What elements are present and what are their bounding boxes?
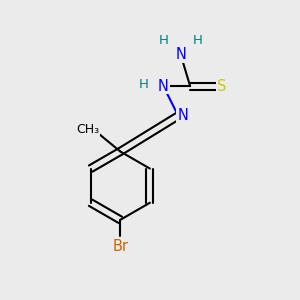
Text: Br: Br <box>112 239 128 254</box>
Text: H: H <box>158 34 168 46</box>
Text: N: N <box>158 79 169 94</box>
Text: H: H <box>139 78 149 91</box>
Text: N: N <box>176 47 187 62</box>
Text: H: H <box>193 34 202 46</box>
Text: S: S <box>217 79 226 94</box>
Text: CH₃: CH₃ <box>76 123 99 136</box>
Text: N: N <box>177 108 188 123</box>
